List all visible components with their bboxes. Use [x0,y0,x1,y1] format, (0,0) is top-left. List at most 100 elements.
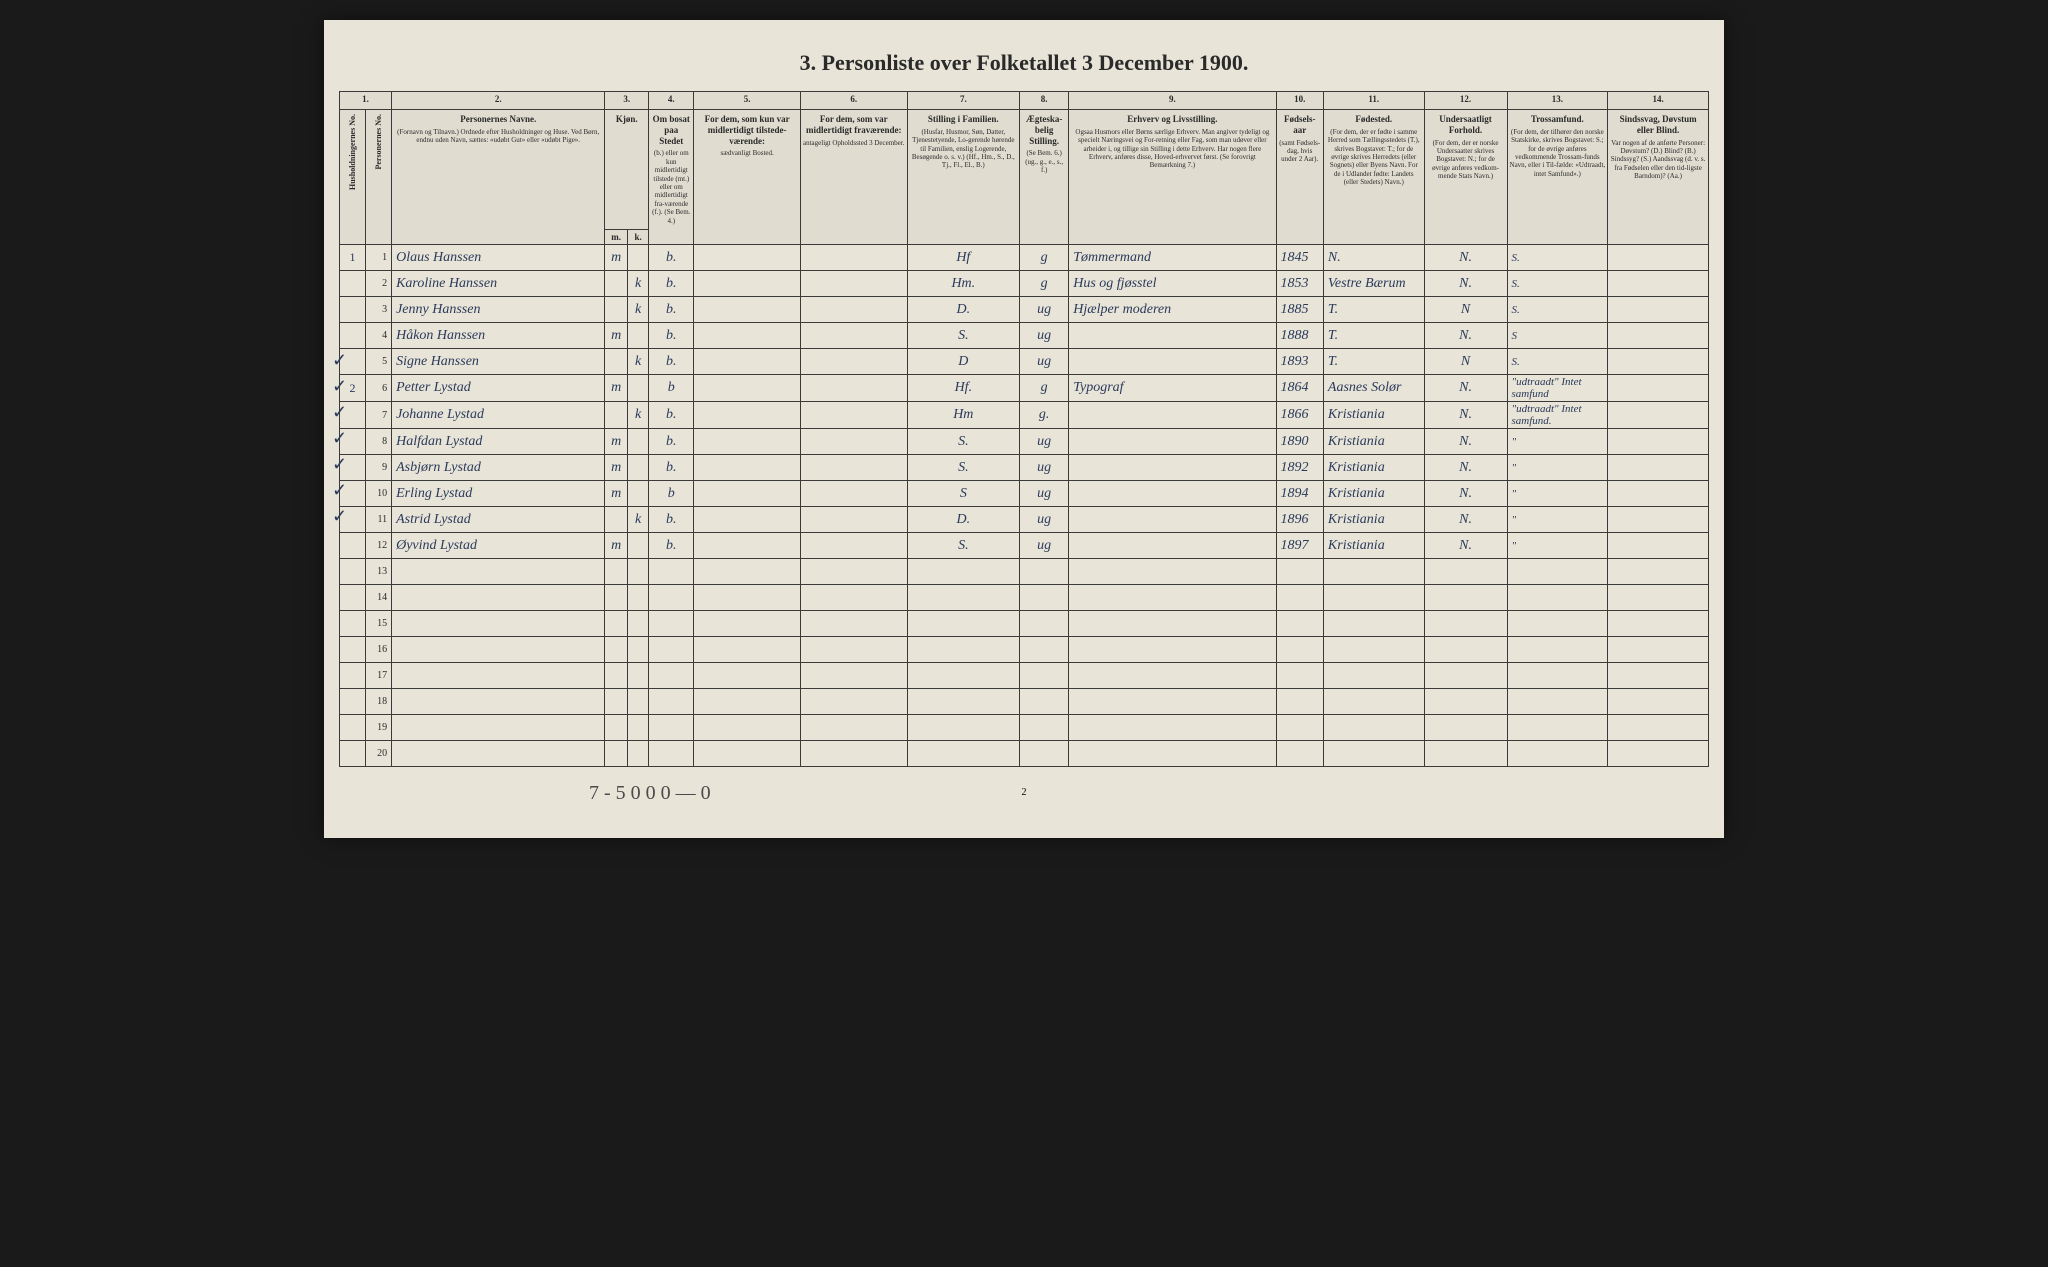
cell-occupation [1069,689,1276,715]
cell-sex-k [627,455,648,481]
cell-temp-absent [800,297,907,323]
cell-status [649,663,694,689]
cell-disability [1608,375,1709,402]
cell-marital [1020,637,1069,663]
cell-person-no: 8 [366,429,392,455]
table-row: 3 Jenny Hanssen k b. D. ug Hjælper moder… [340,297,1709,323]
table-row: 8 Halfdan Lystad m b. S. ug 1890 Kristia… [340,429,1709,455]
cell-birth-year [1276,715,1323,741]
cell-sex-m [605,663,628,689]
cell-marital [1020,715,1069,741]
hdr-sex: Kjøn. [605,110,649,230]
cell-sex-m: m [605,429,628,455]
cell-birth-year [1276,689,1323,715]
cell-birth-year [1276,663,1323,689]
cell-sex-k [627,559,648,585]
cell-temp-absent [800,271,907,297]
cell-family-pos: D [907,349,1020,375]
cell-birthplace: T. [1323,323,1424,349]
cell-temp-present [694,741,801,767]
cell-birthplace [1323,637,1424,663]
cell-name: Håkon Hanssen [392,323,605,349]
cell-hh [340,533,366,559]
cell-status: b. [649,245,694,271]
header-labels-row: Husholdningernes No. Personernes No. Per… [340,110,1709,230]
cell-religion: " [1507,533,1608,559]
hdr-temp-present: For dem, som kun var midlertidigt tilste… [694,110,801,245]
cell-temp-present [694,297,801,323]
cell-birth-year: 1864 [1276,375,1323,402]
cell-occupation [1069,585,1276,611]
cell-sex-m [605,741,628,767]
cell-occupation [1069,611,1276,637]
cell-marital [1020,741,1069,767]
cell-name [392,611,605,637]
cell-temp-absent [800,507,907,533]
cell-disability [1608,323,1709,349]
col-num-9: 9. [1069,92,1276,110]
cell-temp-present [694,585,801,611]
cell-disability [1608,663,1709,689]
cell-birth-year: 1866 [1276,402,1323,429]
cell-birthplace: Kristiania [1323,533,1424,559]
cell-person-no: 4 [366,323,392,349]
cell-marital: g [1020,271,1069,297]
cell-name [392,741,605,767]
cell-sex-k: k [627,402,648,429]
cell-occupation [1069,402,1276,429]
hdr-birth-year: Fødsels-aar (samt Fødsels-dag, hvis unde… [1276,110,1323,245]
hdr-person-no: Personernes No. [366,110,392,245]
cell-hh [340,689,366,715]
cell-temp-present [694,507,801,533]
cell-birthplace: Aasnes Solør [1323,375,1424,402]
cell-temp-absent [800,245,907,271]
cell-hh [340,663,366,689]
hdr-disability: Sindssvag, Døvstum eller Blind. Var noge… [1608,110,1709,245]
cell-birth-year [1276,637,1323,663]
cell-name: Astrid Lystad [392,507,605,533]
cell-sex-m [605,297,628,323]
cell-religion: " [1507,455,1608,481]
cell-temp-present [694,271,801,297]
hdr-occupation: Erhverv og Livsstilling. Ogsaa Husmors e… [1069,110,1276,245]
table-row: 15 [340,611,1709,637]
cell-person-no: 13 [366,559,392,585]
col-num-8: 8. [1020,92,1069,110]
cell-name: Erling Lystad [392,481,605,507]
cell-status: b. [649,349,694,375]
cell-disability [1608,402,1709,429]
cell-hh [340,297,366,323]
cell-birthplace: N. [1323,245,1424,271]
cell-sex-k [627,741,648,767]
cell-status [649,689,694,715]
table-row: 17 [340,663,1709,689]
cell-hh [340,611,366,637]
cell-sex-m [605,349,628,375]
cell-family-pos [907,689,1020,715]
cell-sex-m [605,507,628,533]
cell-marital [1020,689,1069,715]
cell-nationality [1424,689,1507,715]
cell-person-no: 7 [366,402,392,429]
cell-person-no: 20 [366,741,392,767]
cell-status: b. [649,402,694,429]
cell-sex-k [627,689,648,715]
cell-temp-absent [800,533,907,559]
cell-sex-k [627,533,648,559]
cell-name [392,689,605,715]
cell-family-pos: S. [907,429,1020,455]
table-row: 9 Asbjørn Lystad m b. S. ug 1892 Kristia… [340,455,1709,481]
cell-occupation [1069,715,1276,741]
cell-person-no: 3 [366,297,392,323]
cell-occupation [1069,663,1276,689]
cell-marital: ug [1020,507,1069,533]
table-row: 11 Astrid Lystad k b. D. ug 1896 Kristia… [340,507,1709,533]
cell-disability [1608,741,1709,767]
cell-person-no: 12 [366,533,392,559]
cell-name [392,585,605,611]
cell-person-no: 19 [366,715,392,741]
cell-occupation [1069,455,1276,481]
cell-temp-absent [800,375,907,402]
cell-religion: "udtraadt" Intet samfund [1507,375,1608,402]
cell-birth-year: 1845 [1276,245,1323,271]
